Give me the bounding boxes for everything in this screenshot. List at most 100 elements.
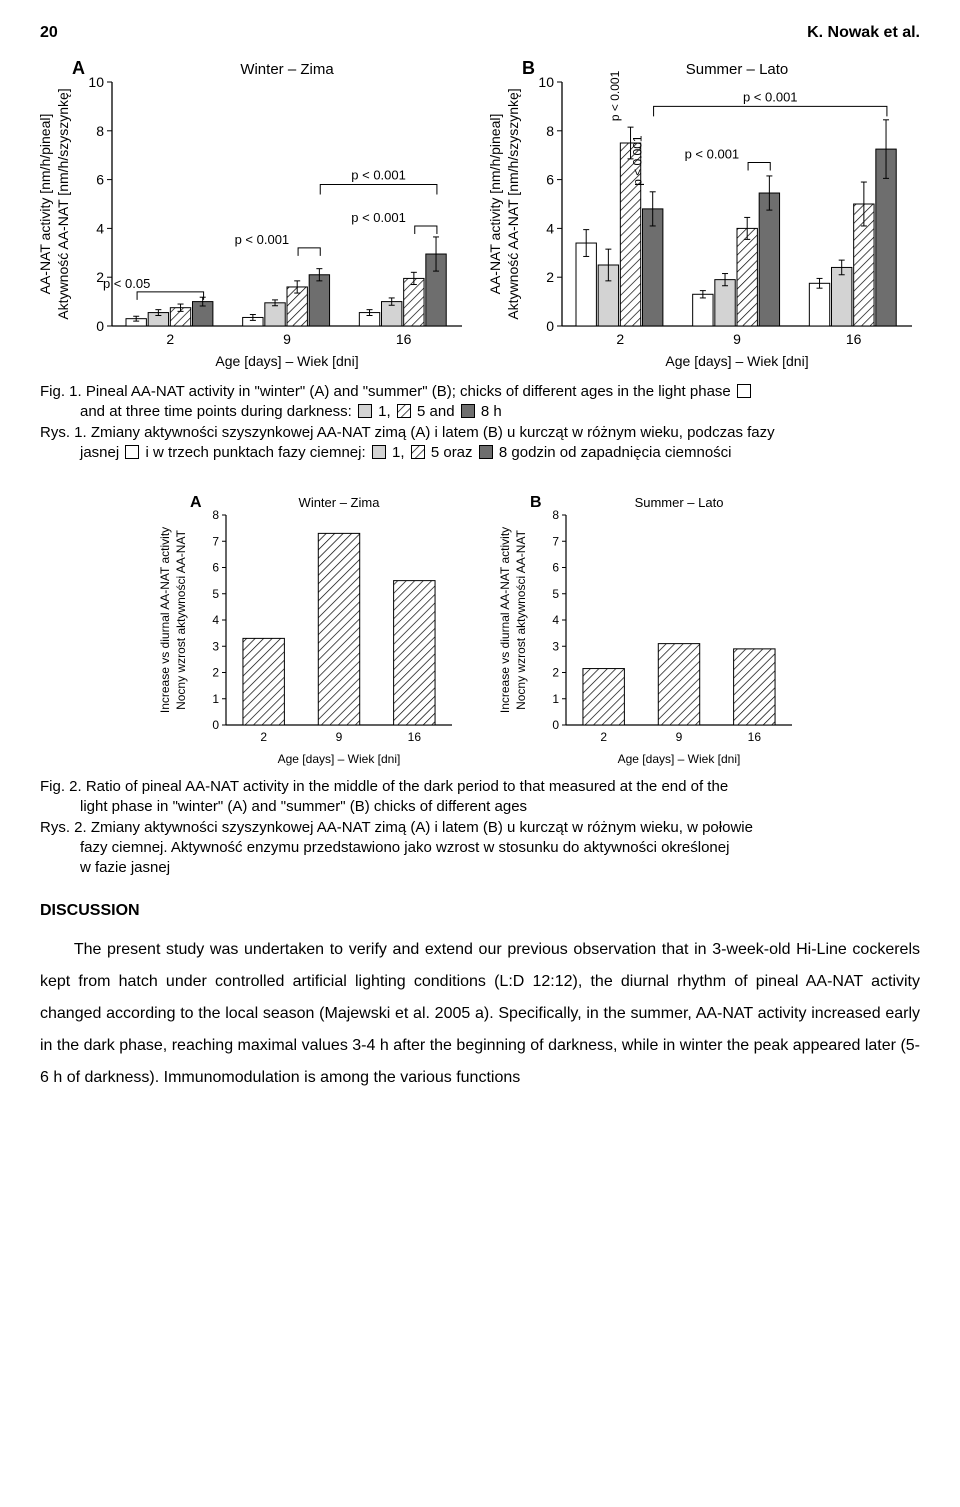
svg-text:3: 3 — [552, 639, 559, 653]
svg-text:0: 0 — [212, 718, 219, 732]
running-header: 20 K. Nowak et al. — [40, 24, 920, 42]
legend-open-icon — [737, 384, 751, 398]
svg-text:p < 0.001: p < 0.001 — [351, 210, 406, 225]
figure-1-panel-a: 0 2 4 6 8 10 AA-NAT activity [nm/h/pineal]Akty… — [40, 52, 470, 372]
svg-text:16: 16 — [396, 331, 412, 347]
figure-2: 0 1 2 3 4 5 6 7 8 Increase vs diurnal AA-NAT acti… — [40, 487, 920, 767]
svg-text:7: 7 — [212, 534, 219, 548]
svg-text:6: 6 — [212, 561, 219, 575]
figure-1-caption-en-lead: Fig. 1. Pineal AA-NAT activity in "winte… — [40, 383, 731, 400]
svg-text:2: 2 — [600, 730, 607, 744]
svg-text:Increase vs diurnal AA-NAT act: Increase vs diurnal AA-NAT activity — [160, 527, 172, 713]
svg-text:p < 0.001: p < 0.001 — [743, 89, 798, 104]
svg-text:Aktywność AA-NAT [nm/h/szyszyn: Aktywność AA-NAT [nm/h/szyszynkę] — [55, 88, 71, 319]
legend-grey-icon — [372, 445, 386, 459]
svg-text:Age [days] – Wiek [dni]: Age [days] – Wiek [dni] — [215, 353, 358, 369]
legend-grey-icon — [358, 404, 372, 418]
figure-2-panel-b: 0 1 2 3 4 5 6 7 8 Increase vs diurnal AA-NAT acti… — [500, 487, 800, 767]
svg-text:9: 9 — [283, 331, 291, 347]
figure-2-caption: Fig. 2. Ratio of pineal AA-NAT activity … — [40, 777, 920, 878]
svg-text:Increase vs diurnal AA-NAT act: Increase vs diurnal AA-NAT activity — [500, 527, 512, 713]
caption-text: jasnej — [80, 444, 119, 461]
figure-2-panel-a: 0 1 2 3 4 5 6 7 8 Increase vs diurnal AA-NAT acti… — [160, 487, 460, 767]
svg-text:AA-NAT activity [nm/h/pineal]: AA-NAT activity [nm/h/pineal] — [40, 114, 53, 295]
svg-text:0: 0 — [96, 318, 104, 334]
svg-text:2: 2 — [552, 666, 559, 680]
svg-text:4: 4 — [96, 220, 104, 236]
svg-text:p < 0.001: p < 0.001 — [351, 167, 406, 182]
svg-text:2: 2 — [166, 331, 174, 347]
svg-text:4: 4 — [212, 613, 219, 627]
svg-text:16: 16 — [846, 331, 862, 347]
svg-text:10: 10 — [538, 74, 554, 90]
discussion-heading: DISCUSSION — [40, 902, 920, 920]
svg-text:4: 4 — [546, 220, 554, 236]
figure-2-caption-pl-lead: Rys. 2. Zmiany aktywności szyszynkowej A… — [40, 819, 753, 836]
svg-text:Summer – Lato: Summer – Lato — [635, 495, 724, 510]
svg-text:1: 1 — [552, 692, 559, 706]
svg-text:9: 9 — [676, 730, 683, 744]
figure-2-caption-pl-rest1: fazy ciemnej. Aktywność enzymu przedstaw… — [80, 838, 920, 858]
svg-text:0: 0 — [546, 318, 554, 334]
svg-text:4: 4 — [552, 613, 559, 627]
svg-text:2: 2 — [212, 666, 219, 680]
svg-text:A: A — [72, 58, 85, 78]
figure-2-caption-en-rest: light phase in "winter" (A) and "summer"… — [80, 797, 920, 817]
svg-text:Nocny wzrost aktywności AA-NAT: Nocny wzrost aktywności AA-NAT — [514, 529, 528, 709]
svg-text:6: 6 — [96, 172, 104, 188]
svg-text:3: 3 — [212, 639, 219, 653]
svg-text:Age [days] – Wiek [dni]: Age [days] – Wiek [dni] — [665, 353, 808, 369]
figure-2-caption-pl-rest2: w fazie jasnej — [80, 858, 920, 878]
svg-text:Age [days] – Wiek [dni]: Age [days] – Wiek [dni] — [278, 752, 401, 766]
figure-1-caption: Fig. 1. Pineal AA-NAT activity in "winte… — [40, 382, 920, 463]
svg-text:Age [days] – Wiek [dni]: Age [days] – Wiek [dni] — [618, 752, 741, 766]
figure-1-caption-pl-lead: Rys. 1. Zmiany aktywności szyszynkowej A… — [40, 424, 775, 441]
svg-text:Nocny wzrost aktywności AA-NAT: Nocny wzrost aktywności AA-NAT — [174, 529, 188, 709]
svg-text:Aktywność AA-NAT [nm/h/szyszyn: Aktywność AA-NAT [nm/h/szyszynkę] — [505, 88, 521, 319]
legend-hatch-icon — [397, 404, 411, 418]
header-authors: K. Nowak et al. — [807, 24, 920, 42]
svg-text:1: 1 — [212, 692, 219, 706]
svg-text:p < 0.001: p < 0.001 — [608, 70, 622, 121]
svg-text:B: B — [522, 58, 535, 78]
svg-text:7: 7 — [552, 534, 559, 548]
svg-text:16: 16 — [408, 730, 422, 744]
svg-text:9: 9 — [733, 331, 741, 347]
discussion-paragraph-text: The present study was undertaken to veri… — [40, 941, 920, 1086]
discussion-paragraph: The present study was undertaken to veri… — [40, 934, 920, 1094]
figure-1: 0246810AA-NAT activity [nm/h/pineal]Akty… — [40, 52, 920, 372]
svg-text:p < 0.001: p < 0.001 — [235, 232, 290, 247]
svg-text:5: 5 — [552, 587, 559, 601]
svg-text:8: 8 — [546, 123, 554, 139]
page: 20 K. Nowak et al. 0246810AA-NAT activit… — [0, 0, 960, 1134]
svg-text:8: 8 — [212, 508, 219, 522]
svg-text:8: 8 — [552, 508, 559, 522]
svg-text:6: 6 — [552, 561, 559, 575]
svg-text:9: 9 — [336, 730, 343, 744]
svg-text:10: 10 — [88, 74, 104, 90]
svg-text:Summer – Lato: Summer – Lato — [686, 61, 789, 78]
legend-hatch-icon — [411, 445, 425, 459]
legend-open-icon — [125, 445, 139, 459]
svg-text:2: 2 — [616, 331, 624, 347]
svg-text:6: 6 — [546, 172, 554, 188]
legend-dark-icon — [461, 404, 475, 418]
caption-text: i w trzech punktach fazy ciemnej: — [146, 444, 366, 461]
svg-text:p < 0.001: p < 0.001 — [630, 135, 644, 186]
svg-text:2: 2 — [546, 269, 554, 285]
svg-text:2: 2 — [260, 730, 267, 744]
svg-text:p < 0.05: p < 0.05 — [103, 276, 150, 291]
svg-text:0: 0 — [552, 718, 559, 732]
figure-1-caption-pl-rest: jasnej i w trzech punktach fazy ciemnej:… — [80, 443, 920, 463]
legend-dark-icon — [479, 445, 493, 459]
svg-text:8: 8 — [96, 123, 104, 139]
svg-text:p < 0.001: p < 0.001 — [685, 147, 740, 162]
svg-text:Winter – Zima: Winter – Zima — [299, 495, 381, 510]
caption-text: and at three time points during darkness… — [80, 403, 352, 420]
figure-1-panel-b: 0246810AA-NAT activity [nm/h/pineal]Akty… — [490, 52, 920, 372]
svg-text:Winter – Zima: Winter – Zima — [240, 61, 334, 78]
svg-text:5: 5 — [212, 587, 219, 601]
svg-text:A: A — [190, 494, 202, 511]
figure-2-caption-en-lead: Fig. 2. Ratio of pineal AA-NAT activity … — [40, 778, 728, 795]
figure-1-caption-en-rest: and at three time points during darkness… — [80, 402, 920, 422]
